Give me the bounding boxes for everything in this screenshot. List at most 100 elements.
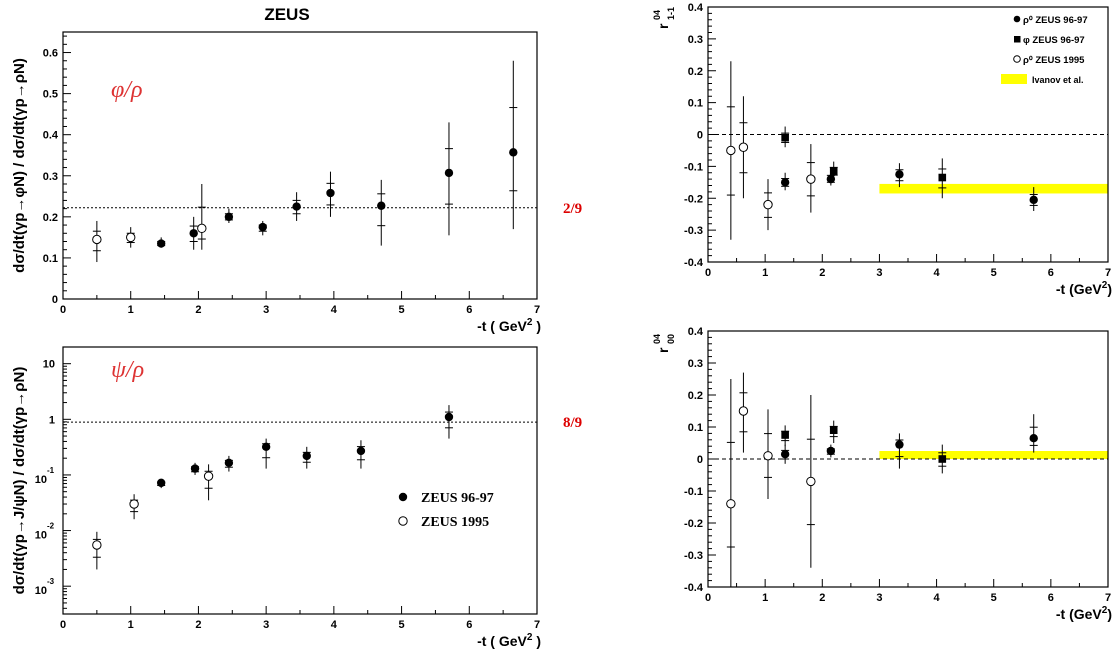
x-axis-ticks: 0 1 2 3 4 5 6 7 [60, 291, 540, 316]
y-axis-ticks: 0 0.1 0.2 0.3 0.4 0.5 0.6 [43, 35, 71, 306]
data-point [895, 163, 904, 188]
y-tick-label: 0.3 [688, 358, 703, 370]
y-tick-exponent: -3 [47, 577, 55, 586]
data-marker [829, 167, 838, 175]
y-tick-label: -0.3 [684, 225, 703, 237]
data-point [224, 208, 234, 224]
x-tick-label: 2 [819, 267, 825, 279]
data-point [726, 379, 736, 587]
data-marker [190, 464, 200, 473]
legend-marker [1013, 55, 1021, 63]
data-point [829, 420, 838, 443]
y-label-main: r [655, 347, 671, 353]
series [726, 61, 816, 240]
y-tick-label: -0.2 [684, 518, 703, 530]
data-point [377, 179, 386, 246]
y-tick-label: 0.6 [43, 48, 58, 60]
x-axis-label: -t ( GeV2 ) [477, 632, 541, 649]
data-point [895, 433, 904, 469]
data-point [203, 464, 214, 501]
legend-band [1001, 74, 1027, 84]
data-marker [763, 451, 773, 461]
data-point [444, 122, 454, 236]
plot-frame [62, 31, 538, 300]
data-marker [156, 478, 166, 488]
data-point [781, 126, 790, 148]
y-tick-label: 0.2 [688, 390, 703, 402]
y-axis-ticks: -0.4 -0.3 -0.2 -0.1 0 0.1 0.2 0.3 0.4 [684, 326, 716, 594]
data-marker [126, 232, 136, 243]
y-tick-label: -0.1 [684, 486, 703, 498]
data-point [261, 438, 271, 469]
y-axis-label: dσ/dt(γp→φN) / dσ/dt(γp→ρN) [11, 58, 28, 273]
data-marker [224, 212, 234, 222]
data-marker [377, 201, 386, 210]
x-axis-ticks: 0 1 2 3 4 5 6 7 [705, 254, 1111, 279]
y-tick-label: 0.2 [43, 212, 58, 224]
data-marker [806, 174, 816, 184]
x-tick-label: 0 [705, 267, 711, 279]
x-tick-label: 1 [762, 267, 768, 279]
data-marker [780, 450, 790, 459]
y-tick-label: 0.1 [688, 422, 703, 434]
data-point [763, 179, 773, 231]
y-tick-label: 0.5 [43, 89, 58, 101]
series [726, 372, 816, 587]
x-axis-label: -t (GeV2) [1056, 280, 1112, 297]
data-point [780, 444, 790, 464]
ratio-annotation: ψ/ρ [111, 357, 144, 383]
series [92, 183, 207, 263]
x-tick-label: 1 [762, 592, 768, 604]
series [780, 163, 1038, 211]
data-point [780, 172, 790, 191]
y-tick-label: -0.4 [684, 257, 704, 269]
data-point [826, 444, 836, 458]
y-tick-label: 0.3 [688, 34, 703, 46]
data-point [190, 462, 200, 475]
theory-band [879, 183, 1108, 194]
data-point [738, 372, 749, 453]
x-tick-label: 4 [331, 619, 338, 631]
y-tick-label: 0 [52, 294, 58, 306]
x-tick-label: 1 [128, 304, 134, 316]
data-point [92, 220, 102, 263]
legend-label: Ivanov et al. [1032, 75, 1084, 85]
data-marker [292, 202, 301, 211]
y-tick-label: 10 [35, 474, 47, 486]
y-axis-label: r 04 00 [652, 334, 676, 353]
data-marker [895, 170, 904, 179]
legend-label: ρ⁰ ZEUS 96-97 [1023, 15, 1088, 26]
data-point [806, 395, 816, 568]
data-marker [509, 148, 518, 157]
data-marker [189, 229, 198, 238]
data-point [738, 96, 749, 199]
data-marker [92, 234, 102, 245]
y-tick-label: -0.1 [684, 161, 703, 173]
reference-line-label: 8/9 [563, 415, 582, 431]
legend-label: ZEUS 96-97 [421, 491, 494, 506]
x-tick-label: 5 [991, 267, 997, 279]
data-point [509, 60, 518, 230]
data-marker [938, 455, 947, 463]
legend-label: ZEUS 1995 [421, 515, 489, 530]
y-label-subscript: 1-1 [666, 7, 676, 20]
data-point [938, 444, 947, 474]
y-label-main: r [655, 23, 671, 29]
data-marker [92, 540, 102, 550]
y-tick-label: 0.4 [43, 130, 59, 142]
data-point [129, 494, 139, 520]
panel-r04_1m1: 0 1 2 3 4 5 6 7 -0.4 -0.3 -0.2 -0.1 0 0.1 0.2 0.3 0.4 -t … [652, 2, 1112, 297]
data-marker [197, 223, 207, 234]
x-tick-label: 6 [1048, 267, 1054, 279]
legend-label: ρ⁰ ZEUS 1995 [1023, 55, 1085, 66]
legend-label: φ ZEUS 96-97 [1023, 35, 1085, 46]
y-axis-label: r 04 1-1 [652, 7, 676, 29]
data-point [92, 531, 102, 570]
data-point [1029, 414, 1038, 453]
figure-title: ZEUS [264, 5, 309, 24]
data-marker [258, 222, 267, 232]
y-label-subscript: 00 [666, 334, 676, 344]
data-point [156, 478, 166, 489]
y-label-superscript: 04 [652, 10, 662, 20]
